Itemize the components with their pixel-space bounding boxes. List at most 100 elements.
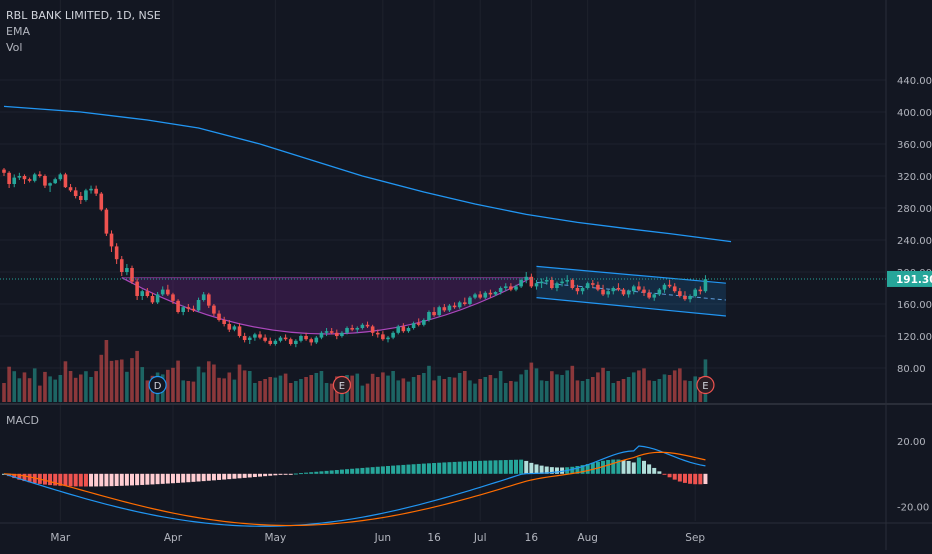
macd-histogram-bar [211, 473, 216, 481]
volume-bar [688, 381, 692, 402]
volume-indicator-label[interactable]: Vol [6, 41, 23, 54]
candle-body [130, 268, 134, 282]
candle-body [534, 283, 539, 287]
volume-bar [514, 381, 518, 402]
macd-histogram-bar [345, 469, 350, 474]
volume-bar [119, 359, 124, 402]
volume-bar [596, 372, 600, 402]
candle-body [181, 307, 185, 312]
volume-bar [626, 377, 631, 402]
volume-bar [89, 377, 93, 402]
candle-body [391, 332, 395, 338]
macd-histogram-bar [232, 473, 237, 479]
candle-body [355, 328, 360, 330]
volume-bar [2, 383, 6, 402]
price-tick-label: 360.00 [897, 140, 932, 151]
candle-body [360, 324, 365, 328]
volume-bar [478, 379, 482, 402]
macd-histogram-bar [606, 460, 611, 474]
volume-bar [227, 372, 232, 402]
macd-histogram-bar [662, 473, 667, 475]
candle-body [473, 294, 477, 298]
volume-bar [524, 369, 529, 402]
volume-bar [17, 378, 22, 402]
ema-indicator-label[interactable]: EMA [6, 25, 30, 38]
candle-body [12, 177, 17, 184]
macd-histogram-bar [17, 473, 22, 480]
candle-body [171, 294, 175, 301]
macd-histogram-bar [570, 466, 575, 474]
volume-bar [468, 380, 472, 402]
candle-body [570, 280, 575, 288]
volume-bar [171, 367, 175, 402]
volume-bar [555, 374, 559, 402]
time-tick-label: 16 [525, 532, 539, 544]
candle-body [637, 286, 641, 290]
candle-body [591, 283, 595, 285]
macd-histogram-bar [48, 473, 53, 486]
macd-histogram-bar [575, 466, 580, 474]
volume-bar [678, 368, 682, 402]
earnings-marker [696, 375, 715, 395]
macd-histogram-bar [191, 473, 196, 482]
earnings-marker [332, 375, 352, 395]
volume-bar [488, 375, 493, 402]
time-tick-label: Jul [473, 532, 487, 544]
candle-body [345, 328, 349, 333]
volume-bar [422, 373, 426, 402]
volume-bar [539, 380, 544, 402]
candle-body [53, 179, 57, 184]
volume-bar [283, 373, 288, 402]
candle-body [616, 288, 621, 290]
candle-body [575, 288, 580, 292]
macd-histogram-bar [114, 473, 119, 487]
volume-bar [544, 381, 549, 402]
volume-bar [104, 340, 109, 402]
macd-line [3, 445, 706, 527]
candle-body [160, 289, 165, 295]
macd-histogram-bar [421, 463, 426, 474]
volume-bar [370, 373, 375, 402]
event-marker-label: E [339, 381, 345, 392]
macd-histogram-bar [647, 464, 652, 474]
volume-bar [12, 371, 17, 402]
macd-histogram-bar [237, 473, 242, 479]
volume-bar [355, 373, 360, 402]
macd-histogram-bar [314, 471, 319, 474]
macd-histogram-bar [631, 462, 636, 474]
macd-histogram-bar [396, 465, 401, 474]
macd-histogram-bar [273, 473, 278, 476]
volume-bar [201, 372, 206, 402]
candle-body [140, 291, 145, 296]
macd-histogram-bar [688, 473, 693, 484]
volume-bar [406, 381, 411, 402]
candle-body [550, 280, 554, 288]
macd-histogram-bar [539, 465, 544, 474]
candle-body [688, 296, 692, 300]
volume-bar [48, 376, 52, 402]
volume-bar [657, 379, 662, 402]
candle-body [273, 340, 278, 344]
macd-histogram-bar [652, 467, 657, 474]
volume-bar [667, 375, 672, 402]
symbol-title[interactable]: RBL BANK LIMITED, 1D, NSE [6, 9, 161, 22]
macd-histogram-bar [22, 473, 27, 482]
macd-indicator-label[interactable]: MACD [6, 414, 39, 427]
volume-bar [232, 379, 237, 402]
volume-bar [391, 371, 395, 402]
candle-body [68, 187, 73, 191]
volume-bar [427, 365, 431, 402]
volume-bar [38, 385, 42, 402]
macd-histogram-bar [560, 467, 565, 474]
macd-histogram-bar [473, 461, 478, 474]
candle-body [524, 276, 529, 280]
volume-bar [621, 379, 626, 402]
volume-bar [493, 378, 498, 402]
candle-body [503, 286, 508, 288]
volume-bar [242, 370, 247, 402]
candle-body [222, 320, 226, 324]
macd-histogram-bar [89, 473, 94, 487]
macd-histogram-bar [682, 473, 687, 483]
macd-histogram-bar [667, 473, 672, 478]
